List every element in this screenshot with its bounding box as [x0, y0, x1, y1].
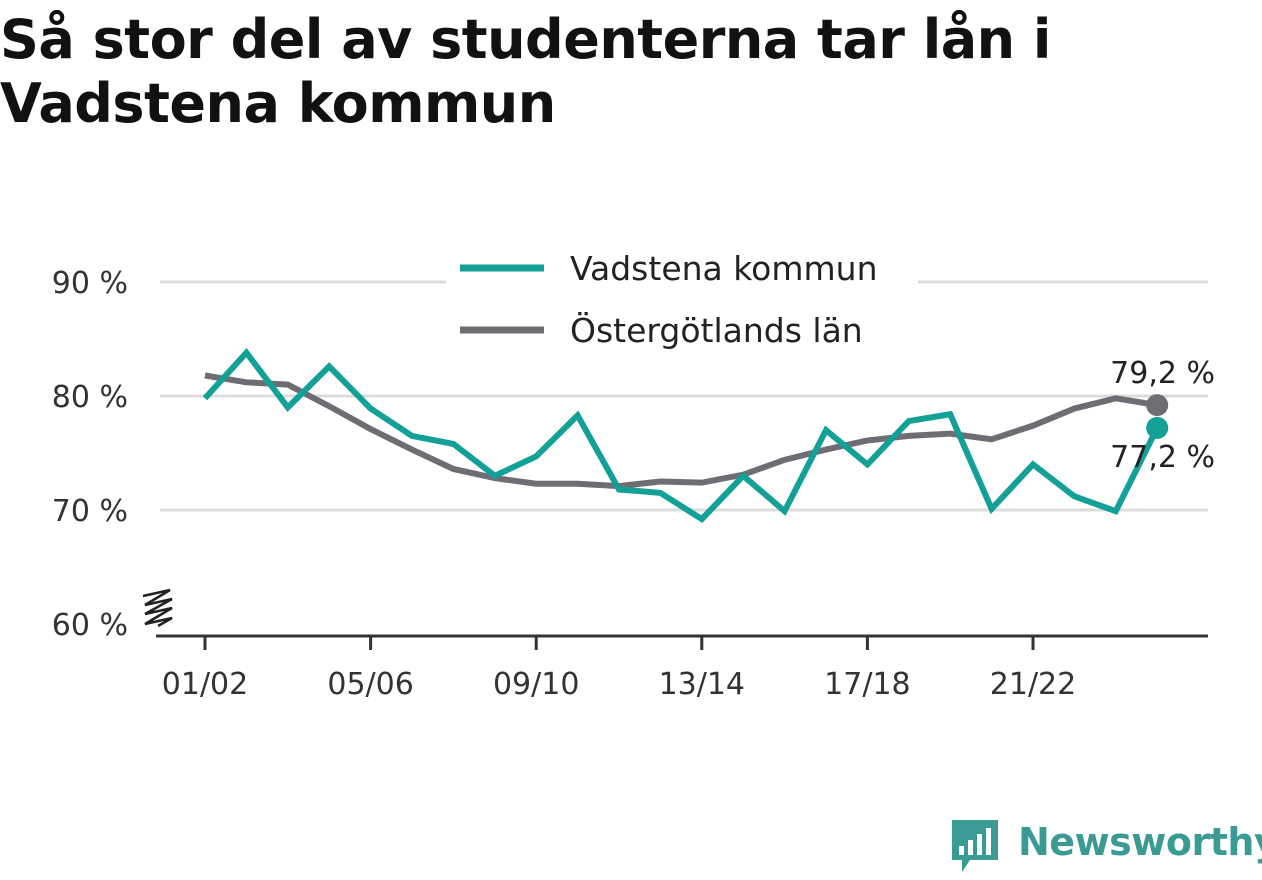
x-tick-label: 17/18: [824, 667, 910, 702]
brand-name: Newsworthy: [1018, 820, 1262, 864]
series-lines: [202, 347, 1160, 523]
y-axis-break: [142, 588, 173, 628]
y-axis: 60 % 70 % 80 % 90 %: [52, 266, 173, 643]
series-line-vadstena: [202, 347, 1160, 523]
chart-title: Så stor del av studenterna tar lån i Vad…: [0, 8, 1051, 135]
x-axis: 01/02 05/06 09/10 13/14 17/18 21/22: [156, 634, 1208, 702]
x-tick-label: 09/10: [493, 667, 579, 702]
y-tick-label: 70 %: [52, 494, 128, 529]
legend-label: Vadstena kommun: [570, 249, 878, 288]
x-tick-label: 05/06: [327, 667, 413, 702]
x-tick-label: 21/22: [990, 667, 1076, 702]
legend-background: [446, 242, 918, 360]
y-tick-label: 90 %: [52, 266, 128, 301]
end-marker-vadstena: [1146, 416, 1169, 439]
end-label-vadstena: 77,2 %: [1110, 440, 1215, 475]
y-tick-label: 60 %: [52, 608, 128, 643]
y-tick-label: 80 %: [52, 380, 128, 415]
x-tick-label: 13/14: [659, 667, 745, 702]
end-labels: 79,2 % 77,2 %: [1110, 356, 1215, 475]
x-tick-label: 01/02: [162, 667, 248, 702]
end-label-ostergotland: 79,2 %: [1110, 356, 1215, 391]
bar-chart-speech-bubble-icon: [952, 820, 998, 872]
legend-label: Östergötlands län: [570, 310, 863, 350]
legend: Vadstena kommun Östergötlands län: [446, 242, 918, 360]
series-line-ostergotland: [204, 372, 1158, 490]
newsworthy-logo: Newsworthy: [950, 818, 1262, 876]
end-marker-ostergotland: [1146, 394, 1169, 417]
